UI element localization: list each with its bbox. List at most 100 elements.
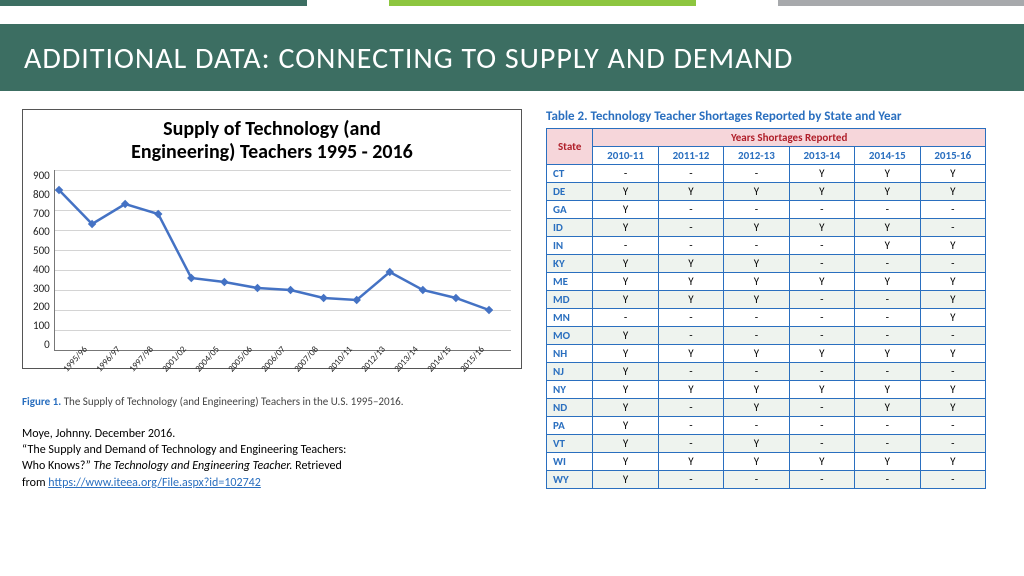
value-cell: Y	[593, 255, 658, 273]
state-cell: NH	[547, 345, 593, 363]
value-cell: Y	[593, 453, 658, 471]
value-cell: Y	[724, 273, 789, 291]
value-cell: Y	[724, 399, 789, 417]
value-cell: Y	[593, 363, 658, 381]
value-cell: -	[724, 327, 789, 345]
value-cell: -	[724, 471, 789, 489]
value-cell: Y	[658, 345, 723, 363]
value-cell: Y	[920, 183, 985, 201]
state-cell: WY	[547, 471, 593, 489]
table-row: NJY-----	[547, 363, 986, 381]
value-cell: -	[920, 417, 985, 435]
value-cell: Y	[920, 381, 985, 399]
state-cell: ID	[547, 219, 593, 237]
value-cell: -	[789, 417, 854, 435]
table-row: PAY-----	[547, 417, 986, 435]
value-cell: -	[724, 363, 789, 381]
state-cell: ME	[547, 273, 593, 291]
y-tick-label: 400	[33, 264, 50, 275]
value-cell: Y	[593, 345, 658, 363]
value-cell: -	[855, 363, 920, 381]
value-cell: Y	[920, 453, 985, 471]
value-cell: Y	[724, 381, 789, 399]
th-year: 2012-13	[724, 147, 789, 165]
value-cell: Y	[855, 273, 920, 291]
value-cell: Y	[593, 327, 658, 345]
citation-line2: “The Supply and Demand of Technology and…	[22, 443, 346, 457]
value-cell: Y	[593, 471, 658, 489]
value-cell: -	[789, 327, 854, 345]
state-cell: PA	[547, 417, 593, 435]
table-row: MN-----Y	[547, 309, 986, 327]
citation: Moye, Johnny. December 2016. “The Supply…	[22, 426, 522, 491]
value-cell: Y	[724, 219, 789, 237]
value-cell: -	[658, 219, 723, 237]
th-year: 2010-11	[593, 147, 658, 165]
slide-title: ADDITIONAL DATA: CONNECTING TO SUPPLY AN…	[0, 24, 1024, 91]
value-cell: -	[789, 399, 854, 417]
th-years-span: Years Shortages Reported	[593, 129, 986, 147]
value-cell: Y	[658, 273, 723, 291]
value-cell: Y	[658, 453, 723, 471]
table-row: CT---YYY	[547, 165, 986, 183]
citation-link[interactable]: https://www.iteea.org/File.aspx?id=10274…	[48, 476, 261, 490]
value-cell: -	[658, 237, 723, 255]
y-tick-label: 700	[33, 208, 50, 219]
value-cell: Y	[920, 165, 985, 183]
table-caption: Table 2. Technology Teacher Shortages Re…	[546, 109, 986, 124]
table-row: VTY-Y---	[547, 435, 986, 453]
figure-caption-bold: Figure 1.	[22, 395, 61, 408]
y-axis-labels: 9008007006005004003002001000	[33, 170, 54, 350]
value-cell: -	[789, 363, 854, 381]
value-cell: Y	[920, 345, 985, 363]
state-cell: VT	[547, 435, 593, 453]
citation-line3a: Who Knows?”	[22, 459, 93, 473]
table-row: NYYYYYYY	[547, 381, 986, 399]
th-state: State	[547, 129, 593, 165]
chart-title: Supply of Technology (and Engineering) T…	[33, 118, 511, 164]
value-cell: Y	[855, 183, 920, 201]
value-cell: -	[724, 165, 789, 183]
content-area: Supply of Technology (and Engineering) T…	[0, 91, 1024, 491]
y-tick-label: 900	[33, 170, 50, 181]
plot-area	[54, 170, 511, 351]
chart-title-line1: Supply of Technology (and	[163, 117, 381, 141]
top-accent-bar	[0, 0, 1024, 6]
value-cell: Y	[593, 183, 658, 201]
value-cell: Y	[724, 435, 789, 453]
value-cell: Y	[724, 255, 789, 273]
citation-line3b: Retrieved	[292, 459, 341, 473]
value-cell: Y	[789, 345, 854, 363]
table-row: MDYYY--Y	[547, 291, 986, 309]
value-cell: -	[593, 237, 658, 255]
y-tick-label: 500	[33, 245, 50, 256]
state-cell: CT	[547, 165, 593, 183]
value-cell: Y	[920, 309, 985, 327]
value-cell: -	[658, 165, 723, 183]
figure-caption-text: The Supply of Technology (and Engineerin…	[61, 395, 403, 408]
value-cell: -	[920, 201, 985, 219]
th-year: 2014-15	[855, 147, 920, 165]
th-year: 2015-16	[920, 147, 985, 165]
state-cell: NY	[547, 381, 593, 399]
value-cell: Y	[920, 291, 985, 309]
value-cell: Y	[658, 381, 723, 399]
value-cell: -	[920, 327, 985, 345]
shortage-table: State Years Shortages Reported 2010-11 20…	[546, 128, 986, 489]
value-cell: -	[855, 291, 920, 309]
value-cell: -	[789, 255, 854, 273]
table-row: KYYYY---	[547, 255, 986, 273]
table-row: NDY-Y-YY	[547, 399, 986, 417]
value-cell: Y	[789, 183, 854, 201]
value-cell: Y	[724, 183, 789, 201]
y-tick-label: 100	[33, 320, 50, 331]
value-cell: -	[855, 309, 920, 327]
chart-box: Supply of Technology (and Engineering) T…	[22, 109, 522, 369]
state-cell: MO	[547, 327, 593, 345]
value-cell: Y	[724, 291, 789, 309]
value-cell: -	[789, 237, 854, 255]
value-cell: -	[658, 435, 723, 453]
value-cell: -	[855, 417, 920, 435]
value-cell: -	[789, 309, 854, 327]
table-row: NHYYYYYY	[547, 345, 986, 363]
